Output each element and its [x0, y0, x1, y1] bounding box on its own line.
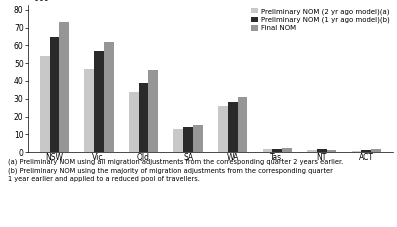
- Bar: [148, 70, 158, 152]
- Bar: [327, 150, 337, 152]
- Bar: [50, 37, 60, 152]
- Bar: [371, 149, 381, 152]
- Bar: [104, 42, 114, 152]
- Bar: [40, 56, 50, 152]
- Bar: [129, 92, 139, 152]
- Bar: [218, 106, 228, 152]
- Bar: [317, 149, 327, 152]
- Bar: [282, 148, 292, 152]
- Bar: [228, 102, 237, 152]
- Bar: [262, 149, 272, 152]
- Bar: [193, 126, 203, 152]
- Bar: [307, 150, 317, 152]
- Bar: [361, 150, 371, 152]
- Text: (a) Preliminary NOM using all migration adjustments from the corresponding quart: (a) Preliminary NOM using all migration …: [8, 159, 343, 182]
- Text: '000: '000: [32, 0, 49, 3]
- Bar: [84, 69, 94, 152]
- Bar: [139, 83, 148, 152]
- Bar: [94, 51, 104, 152]
- Legend: Preliminary NOM (2 yr ago model)(a), Preliminary NOM (1 yr ago model)(b), Final : Preliminary NOM (2 yr ago model)(a), Pre…: [251, 8, 389, 31]
- Bar: [272, 148, 282, 152]
- Bar: [352, 151, 361, 152]
- Bar: [183, 127, 193, 152]
- Bar: [237, 97, 247, 152]
- Bar: [173, 129, 183, 152]
- Bar: [60, 22, 69, 152]
